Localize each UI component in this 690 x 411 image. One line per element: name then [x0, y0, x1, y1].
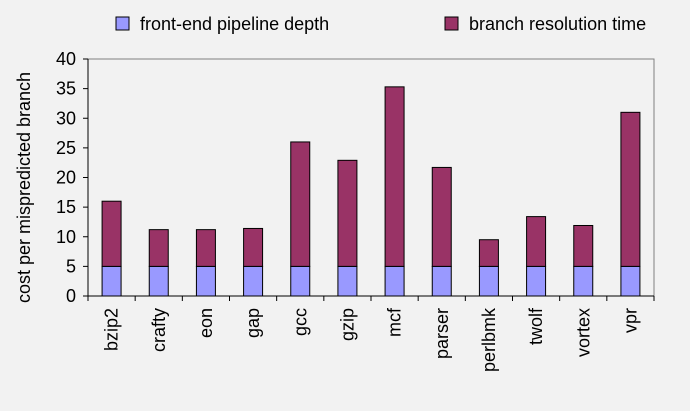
y-axis-title: cost per mispredicted branch: [14, 72, 34, 303]
x-tick-label: gcc: [290, 308, 310, 336]
bar-front-end-mcf: [384, 265, 405, 297]
y-tick-label: 25: [56, 138, 76, 158]
bar-front-end-vpr: [620, 265, 641, 297]
bar-branch-resolution-gzip: [337, 159, 358, 267]
y-tick-label: 10: [56, 227, 76, 247]
y-tick-label: 15: [56, 197, 76, 217]
bar-branch-resolution-gap: [243, 227, 264, 267]
x-tick-label: twolf: [526, 307, 546, 345]
bar-branch-resolution-crafty: [148, 229, 169, 267]
x-tick-label: eon: [196, 308, 216, 338]
bar-branch-resolution-bzip2: [101, 200, 122, 267]
y-tick-label: 5: [66, 256, 76, 276]
x-tick-label: gap: [243, 308, 263, 338]
legend-label-0: front-end pipeline depth: [140, 14, 329, 34]
bar-front-end-gzip: [337, 265, 358, 297]
bar-front-end-gcc: [290, 265, 311, 297]
y-tick-label: 35: [56, 79, 76, 99]
bar-branch-resolution-gcc: [290, 141, 311, 267]
legend-swatch-1: [444, 16, 459, 31]
bar-front-end-bzip2: [101, 265, 122, 297]
x-tick-label: bzip2: [102, 308, 122, 351]
bar-branch-resolution-eon: [195, 229, 216, 267]
bar-front-end-eon: [195, 265, 216, 297]
x-tick-label: vortex: [573, 308, 593, 357]
bar-front-end-twolf: [526, 265, 547, 297]
y-tick-label: 30: [56, 108, 76, 128]
x-tick-label: mcf: [385, 307, 405, 337]
x-tick-label: gzip: [337, 308, 357, 341]
y-tick-label: 20: [56, 168, 76, 188]
x-tick-label: vpr: [620, 308, 640, 333]
x-tick-label: crafty: [149, 308, 169, 352]
x-tick-label: perlbmk: [479, 307, 499, 372]
bar-front-end-perlbmk: [478, 265, 499, 297]
bar-branch-resolution-vortex: [573, 224, 594, 267]
bar-branch-resolution-perlbmk: [478, 239, 499, 267]
legend-label-1: branch resolution time: [469, 14, 646, 34]
y-tick-label: 0: [66, 286, 76, 306]
legend-swatch-0: [115, 16, 130, 31]
bar-front-end-parser: [431, 265, 452, 297]
bar-branch-resolution-parser: [431, 166, 452, 267]
bar-front-end-vortex: [573, 265, 594, 297]
bar-branch-resolution-mcf: [384, 86, 405, 267]
bar-branch-resolution-vpr: [620, 111, 641, 267]
bar-branch-resolution-twolf: [526, 216, 547, 267]
bar-front-end-gap: [243, 265, 264, 297]
plot-area: [87, 58, 655, 297]
y-tick-label: 40: [56, 49, 76, 69]
bar-front-end-crafty: [148, 265, 169, 297]
x-tick-label: parser: [432, 308, 452, 359]
